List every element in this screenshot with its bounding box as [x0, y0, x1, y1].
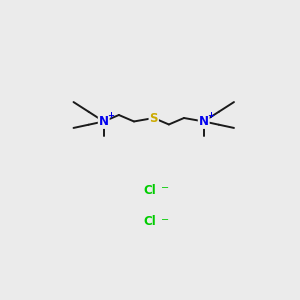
Text: Cl: Cl — [143, 184, 156, 197]
Text: −: − — [161, 184, 169, 194]
Text: N: N — [99, 115, 109, 128]
Text: N: N — [199, 115, 209, 128]
Text: +: + — [207, 111, 214, 120]
Text: Cl: Cl — [143, 215, 156, 229]
Text: +: + — [107, 111, 114, 120]
Text: −: − — [161, 214, 169, 225]
Text: S: S — [149, 112, 158, 124]
